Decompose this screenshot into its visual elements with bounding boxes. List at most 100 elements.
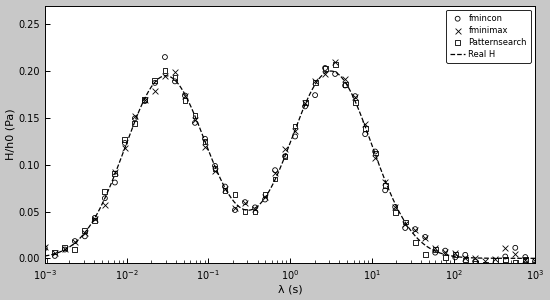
Patternsearch [240,209,249,214]
Patternsearch [301,100,310,105]
fminimax [161,74,169,79]
Real H [532,256,538,260]
fmincon [151,80,160,85]
Real H [326,69,333,73]
Patternsearch [411,240,420,244]
Patternsearch [441,256,449,260]
fminimax [471,256,480,261]
fminimax [421,236,430,241]
fmincon [240,200,249,205]
fmincon [221,184,229,189]
fmincon [161,55,169,59]
fmincon [331,72,339,76]
fmincon [390,205,399,209]
Patternsearch [60,245,69,250]
fminimax [51,250,59,255]
Patternsearch [501,257,510,262]
fminimax [101,202,109,207]
fminimax [531,258,540,263]
Patternsearch [271,177,279,182]
fmincon [351,94,360,98]
fmincon [481,264,490,268]
Patternsearch [120,137,129,142]
fminimax [221,187,229,192]
fmincon [211,164,219,168]
fminimax [340,76,349,81]
Real H [328,69,334,73]
fminimax [331,59,339,64]
Real H [355,106,361,110]
Real H [465,256,471,260]
Patternsearch [361,126,370,131]
fminimax [240,200,249,205]
fminimax [481,259,490,264]
fminimax [431,246,439,250]
Patternsearch [230,192,239,197]
Patternsearch [140,97,149,102]
Patternsearch [351,100,360,105]
fminimax [190,118,199,123]
fmincon [230,208,239,212]
fmincon [90,215,99,220]
fminimax [80,231,89,236]
fmincon [130,116,139,121]
fmincon [70,239,79,244]
fmincon [461,252,470,257]
fmincon [361,132,370,136]
fminimax [201,145,210,149]
fminimax [170,70,179,75]
Patternsearch [180,98,189,103]
fminimax [411,227,420,232]
fmincon [301,104,310,109]
fminimax [140,98,149,102]
fminimax [441,250,449,254]
Patternsearch [381,183,389,188]
Patternsearch [401,220,410,224]
fminimax [290,128,299,133]
fmincon [471,259,480,264]
Patternsearch [170,75,179,80]
fmincon [401,226,410,230]
fminimax [311,79,320,83]
fminimax [301,100,310,105]
fminimax [361,122,370,127]
fminimax [451,251,460,256]
fmincon [371,149,380,154]
Real H [72,241,78,245]
Patternsearch [90,218,99,223]
Patternsearch [221,188,229,193]
fmincon [271,168,279,172]
fminimax [70,239,79,244]
fminimax [180,94,189,99]
fmincon [40,246,49,250]
fminimax [120,146,129,151]
Patternsearch [211,166,219,171]
Patternsearch [481,262,490,266]
fmincon [321,66,329,70]
Y-axis label: H/h0 (Pa): H/h0 (Pa) [6,109,15,160]
Patternsearch [101,189,109,194]
fminimax [491,256,499,261]
Real H [41,254,48,258]
fmincon [431,250,439,255]
fminimax [461,255,470,260]
fminimax [390,204,399,209]
fminimax [151,88,160,93]
Patternsearch [471,261,480,266]
Patternsearch [491,258,499,263]
fmincon [261,197,270,202]
Patternsearch [201,139,210,144]
fminimax [230,206,239,211]
Patternsearch [251,210,260,214]
Patternsearch [161,68,169,73]
fmincon [111,180,119,185]
fminimax [271,170,279,175]
Patternsearch [70,247,79,252]
Patternsearch [280,154,289,159]
fminimax [321,71,329,76]
fminimax [40,245,49,250]
fmincon [201,136,210,141]
Patternsearch [261,192,270,197]
fmincon [491,264,499,269]
fmincon [531,258,540,263]
